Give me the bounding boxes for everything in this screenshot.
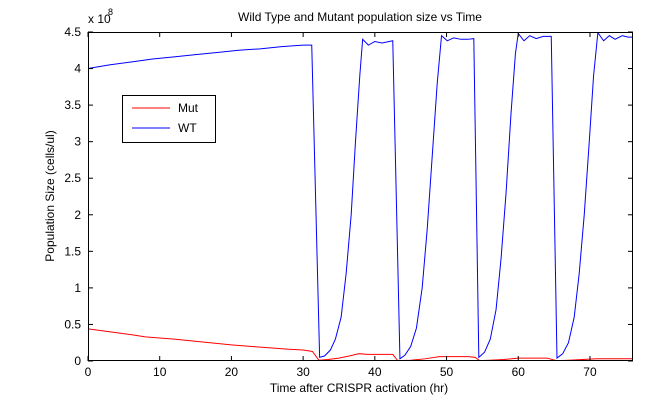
series-line-wt [88, 32, 633, 360]
x-tick-label: 40 [368, 365, 382, 379]
axes-box [88, 32, 633, 361]
series-line-mut [88, 328, 633, 361]
x-tick-label: 70 [583, 365, 597, 379]
legend-box [122, 95, 216, 143]
series-layer [88, 32, 633, 361]
y-tick-label: 1 [74, 281, 81, 295]
x-tick-label: 20 [225, 365, 239, 379]
y-tick-label: 0 [74, 354, 81, 368]
chart-title: Wild Type and Mutant population size vs … [238, 10, 482, 24]
y-axis-exponent-power: 8 [108, 7, 113, 17]
x-tick-label: 30 [296, 365, 310, 379]
ticks-layer: 0 10 20 30 40 50 60 70 0 0.5 1 1.5 2 2.5 3 3.5 4 4.5 [64, 25, 633, 379]
y-tick-label: 4 [74, 62, 81, 76]
x-tick-label: 10 [153, 365, 167, 379]
y-axis-label: Population Size (cells/ul) [43, 130, 57, 261]
legend-label-wt: WT [178, 121, 197, 135]
plot-area [88, 32, 633, 361]
legend-label-mut: Mut [178, 101, 199, 115]
y-tick-label: 1.5 [64, 244, 81, 258]
plot-background [88, 32, 633, 361]
x-axis-label: Time after CRISPR activation (hr) [270, 381, 448, 395]
legend: Mut WT [122, 95, 216, 143]
y-tick-label: 3 [74, 135, 81, 149]
y-tick-label: 2 [74, 208, 81, 222]
y-tick-label: 4.5 [64, 25, 81, 39]
y-tick-label: 3.5 [64, 98, 81, 112]
y-axis-exponent: x 10 [88, 12, 111, 26]
y-tick-label: 2.5 [64, 171, 81, 185]
x-tick-label: 60 [512, 365, 526, 379]
axes-layer [88, 32, 633, 361]
y-tick-label: 0.5 [64, 317, 81, 331]
x-tick-label: 50 [440, 365, 454, 379]
x-tick-label: 0 [85, 365, 92, 379]
